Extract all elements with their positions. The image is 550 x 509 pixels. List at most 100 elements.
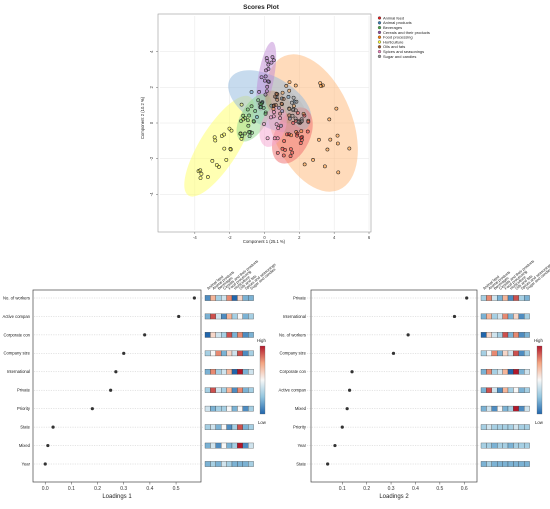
scores-point <box>292 104 296 108</box>
heatmap-cell <box>221 350 227 357</box>
scores-point <box>288 154 293 158</box>
heatmap-cell <box>502 461 509 467</box>
heatmap-cell <box>204 369 211 375</box>
scores-point <box>266 67 271 71</box>
heatmap-cell <box>221 313 227 320</box>
loading-point <box>350 370 354 374</box>
scores-point <box>281 153 286 158</box>
heatmap-cell <box>491 461 498 467</box>
heatmap-cell <box>237 442 243 449</box>
heatmap-cell <box>215 424 222 430</box>
scores-point <box>271 58 276 63</box>
loadings-2-x-ticks: 0.1 0.2 0.3 0.4 0.5 0.6 <box>339 482 468 492</box>
heatmap-cell <box>486 461 492 467</box>
scores-point <box>317 137 321 142</box>
loading-x-tick-label: 0.2 <box>94 486 101 492</box>
loading-variable-label: Active compan <box>279 388 307 393</box>
scores-point <box>305 129 310 134</box>
legend-label: Sugar and candies <box>383 54 416 59</box>
heatmap-cell <box>486 313 492 320</box>
scores-point <box>247 130 251 134</box>
scores-x-tick-label: -4 <box>193 235 197 240</box>
heatmap-cell <box>518 424 525 430</box>
loading-variable-label: State <box>296 461 306 466</box>
scores-point <box>273 94 277 99</box>
loading-point <box>347 388 352 392</box>
heatmap-cell <box>226 313 233 320</box>
heatmap-cell <box>518 332 525 338</box>
scores-point <box>275 97 280 102</box>
heatmap-cell <box>497 332 503 338</box>
heatmap-cell <box>486 295 492 301</box>
heatmap-cell <box>507 424 514 430</box>
heatmap-cell <box>502 295 509 301</box>
scores-point <box>272 110 276 114</box>
legend-label: Animal feed <box>383 15 404 20</box>
heatmap-cell <box>226 350 233 357</box>
scores-point <box>298 141 303 145</box>
heatmap-cell <box>210 313 216 320</box>
heatmap-cell <box>480 461 487 467</box>
heatmap-cell <box>204 405 211 412</box>
scores-point <box>263 74 268 79</box>
heatmap-cell <box>210 405 216 412</box>
legend-swatch <box>377 45 382 49</box>
scores-point <box>239 102 244 107</box>
heatmap-cell <box>486 332 492 338</box>
scores-point <box>302 162 307 167</box>
loading-point <box>109 388 113 392</box>
loading-x-tick-label: 0.1 <box>68 486 75 492</box>
loading-variable-label: Private <box>17 388 31 393</box>
heatmap-cell <box>502 350 509 357</box>
scores-point <box>295 133 299 138</box>
loading-point <box>90 407 94 411</box>
scores-point <box>259 102 264 107</box>
heatmap-cell <box>242 295 249 301</box>
heatmap-cell <box>215 295 222 301</box>
scores-y-tick-label: 4 <box>149 50 154 53</box>
scores-point <box>199 171 204 176</box>
heatmap-cell <box>231 424 238 430</box>
heatmap-cell <box>518 387 525 393</box>
heatmap-cell <box>480 442 487 449</box>
heatmap-cell <box>242 424 249 430</box>
loading-variable-label: Priority <box>17 406 31 411</box>
legend-label: Spices and seasonings <box>383 49 424 54</box>
heatmap-cell <box>502 405 509 412</box>
loading-variable-label: International <box>283 314 306 319</box>
scores-point <box>227 126 232 131</box>
scores-point <box>296 120 301 125</box>
heatmap-cell <box>215 405 222 412</box>
scores-point <box>265 136 270 141</box>
loading-point <box>345 407 349 411</box>
legend-swatch <box>377 40 382 44</box>
scores-point <box>327 117 332 122</box>
scores-point <box>280 90 285 95</box>
loading-variable-label: Private <box>293 295 307 300</box>
scores-point <box>277 105 281 110</box>
heatmap-cell <box>486 350 492 357</box>
loading-variable-label: Company size <box>279 351 306 356</box>
loading-x-tick-label: 0.0 <box>42 486 49 492</box>
scores-point <box>246 118 250 123</box>
loadings-2-heatmap <box>480 295 530 467</box>
heatmap-cell <box>215 461 222 467</box>
heatmap-cell <box>226 295 233 301</box>
heatmap-cell <box>497 350 503 357</box>
scores-point <box>259 75 264 80</box>
loading-point <box>465 296 469 300</box>
loadings-1-plot: No. of workers Active compan Corporate con… <box>3 259 277 500</box>
scores-y-ticks: 4 2 0 -2 -4 <box>149 50 158 196</box>
heatmap-cell <box>248 313 254 320</box>
loading-point <box>51 425 55 429</box>
scores-point <box>259 105 263 110</box>
heatmap-cell <box>507 369 514 375</box>
legend-swatch <box>377 26 382 30</box>
loading-x-tick-label: 0.3 <box>120 486 127 492</box>
scores-point <box>288 147 293 151</box>
legend-swatch <box>377 49 382 54</box>
scores-point <box>278 116 282 121</box>
heatmap-cell <box>480 350 487 357</box>
loading-point <box>192 296 196 300</box>
heatmap-cell <box>210 424 216 430</box>
